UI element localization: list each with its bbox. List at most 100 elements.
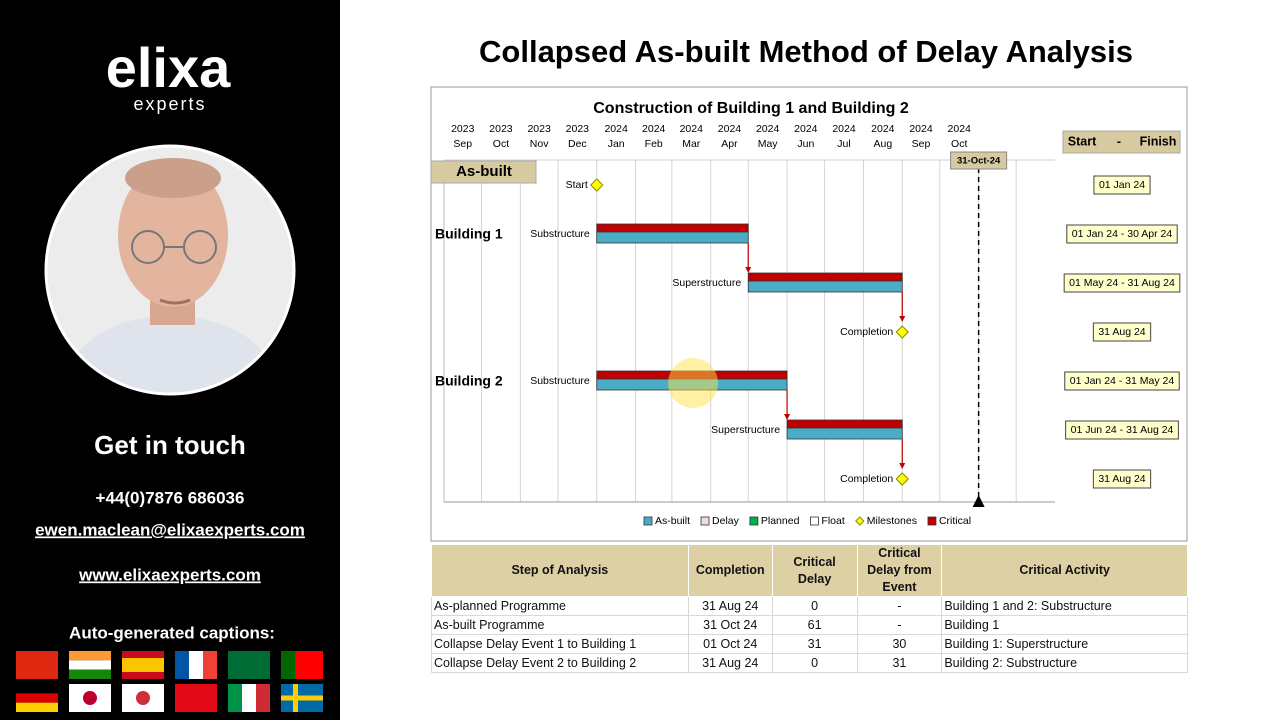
x-tick-label: May [758, 138, 779, 150]
email[interactable]: ewen.maclean@elixaexperts.com [35, 520, 305, 539]
column-header: Completion [687, 544, 773, 597]
phone: +44(0)7876 686036 [96, 488, 245, 507]
table-cell: As-built Programme [431, 615, 689, 635]
flag-stripe [256, 684, 270, 712]
table-cell: 30 [856, 634, 943, 654]
connector-head [899, 316, 906, 322]
x-tick-label: Feb [645, 138, 663, 150]
column-header: Critical Delay [771, 544, 858, 597]
table-header: Step of Analysis Completion Critical Delay… [431, 544, 1188, 597]
table-cell: 61 [771, 615, 858, 635]
period-box [1063, 273, 1181, 293]
column-header: Critical Delay from Event [856, 544, 943, 597]
as-built-bar [786, 427, 903, 440]
period-label: 01 Jan 24 [1099, 179, 1145, 191]
data-date-marker [972, 495, 985, 507]
column-header: Step of Analysis [431, 544, 689, 597]
data-date-box [950, 151, 1008, 170]
period-header: Start [1068, 134, 1097, 148]
legend-swatch [855, 516, 865, 526]
x-tick-label: 2024 [604, 123, 628, 135]
x-tick-label: Jul [837, 138, 850, 150]
flag-stripe [16, 651, 58, 679]
flag-disc [83, 691, 97, 705]
website[interactable]: www.elixaexperts.com [78, 565, 261, 584]
critical-bar [747, 272, 903, 282]
period-label: 01 Jan 24 - 30 Apr 24 [1072, 228, 1173, 240]
flag-stripe [295, 651, 309, 679]
critical-bar [596, 223, 749, 233]
legend-swatch [927, 516, 937, 526]
period-box [1065, 420, 1179, 440]
task-label: Superstructure [711, 424, 780, 436]
x-tick-label: Nov [530, 138, 549, 150]
as-built-bar [596, 231, 749, 244]
flags [16, 651, 323, 712]
flag-cross [281, 695, 323, 701]
flag-stripe [175, 684, 217, 712]
flag-stripe [189, 651, 203, 679]
period-label: 01 Jun 24 - 31 Aug 24 [1071, 424, 1174, 436]
flag-stripe [228, 651, 270, 679]
table-cell: 31 [771, 634, 858, 654]
x-tick-label: Sep [453, 138, 472, 150]
gantt: 2023 Sep 2023 Oct 2023 Nov 2023 Dec 2024 Jan 2024 F… [430, 123, 1181, 527]
critical-bar [786, 419, 903, 429]
photo-frame [44, 144, 296, 396]
period-label: 31 Aug 24 [1098, 326, 1145, 338]
group-label: Building 1 [435, 226, 503, 242]
table-cell: As-planned Programme [431, 596, 689, 616]
legend-label: Float [821, 515, 844, 527]
flag-stripe [281, 651, 295, 679]
x-tick-label: 2024 [756, 123, 780, 135]
flag-disc [136, 691, 150, 705]
connector-head [784, 414, 791, 420]
task-label: Superstructure [672, 277, 741, 289]
x-tick-label: 2024 [832, 123, 856, 135]
flag-stripe [16, 693, 58, 703]
flag-stripe [16, 684, 58, 694]
x-tick-label: 2024 [718, 123, 742, 135]
results-table: Step of Analysis Completion Critical Delay… [431, 544, 1188, 673]
x-tick-label: 2024 [680, 123, 704, 135]
x-tick-label: Oct [951, 138, 967, 150]
x-tick-label: 2023 [489, 123, 513, 135]
table-cell: - [856, 615, 943, 635]
table-row: Collapse Delay Event 1 to Building 1 01 O… [431, 634, 1188, 654]
x-tick-label: Aug [873, 138, 892, 150]
period-box [1093, 175, 1151, 195]
x-tick-label: 2023 [451, 123, 475, 135]
logo-sub: experts [133, 94, 206, 114]
x-tick-label: 2024 [871, 123, 895, 135]
table-cell: Building 1: Superstructure [941, 634, 1188, 654]
table-row: Collapse Delay Event 2 to Building 2 31 A… [431, 653, 1188, 673]
period-header: Finish [1140, 134, 1177, 148]
flag-stripe [16, 702, 58, 712]
presenter-photo [46, 146, 294, 394]
table-cell: Building 1 and 2: Substructure [941, 596, 1188, 616]
legend-label: Milestones [867, 515, 917, 527]
legend-swatch [810, 516, 819, 526]
legend-swatch [749, 516, 759, 526]
connector-head [745, 267, 752, 273]
task-label: Completion [840, 326, 893, 338]
legend-swatch [643, 516, 653, 526]
x-tick-label: 2024 [794, 123, 818, 135]
table-cell: Collapse Delay Event 1 to Building 1 [431, 634, 689, 654]
flag-stripe [309, 651, 323, 679]
task-label: Start [566, 179, 588, 191]
captions-label: Auto-generated captions: [69, 623, 275, 642]
x-tick-label: 2024 [642, 123, 666, 135]
milestone [895, 472, 909, 486]
legend-label: As-built [655, 515, 690, 527]
period-header-box [1062, 130, 1181, 154]
flag-stripe [175, 651, 189, 679]
legend-label: Critical [939, 515, 971, 527]
period-box [1064, 371, 1180, 391]
x-tick-label: Jan [608, 138, 625, 150]
period-box [1066, 224, 1178, 244]
task-label: Substructure [530, 228, 590, 240]
flag-stripe [228, 684, 242, 712]
table-cell: Building 2: Substructure [941, 653, 1188, 673]
flag-stripe [69, 669, 111, 679]
